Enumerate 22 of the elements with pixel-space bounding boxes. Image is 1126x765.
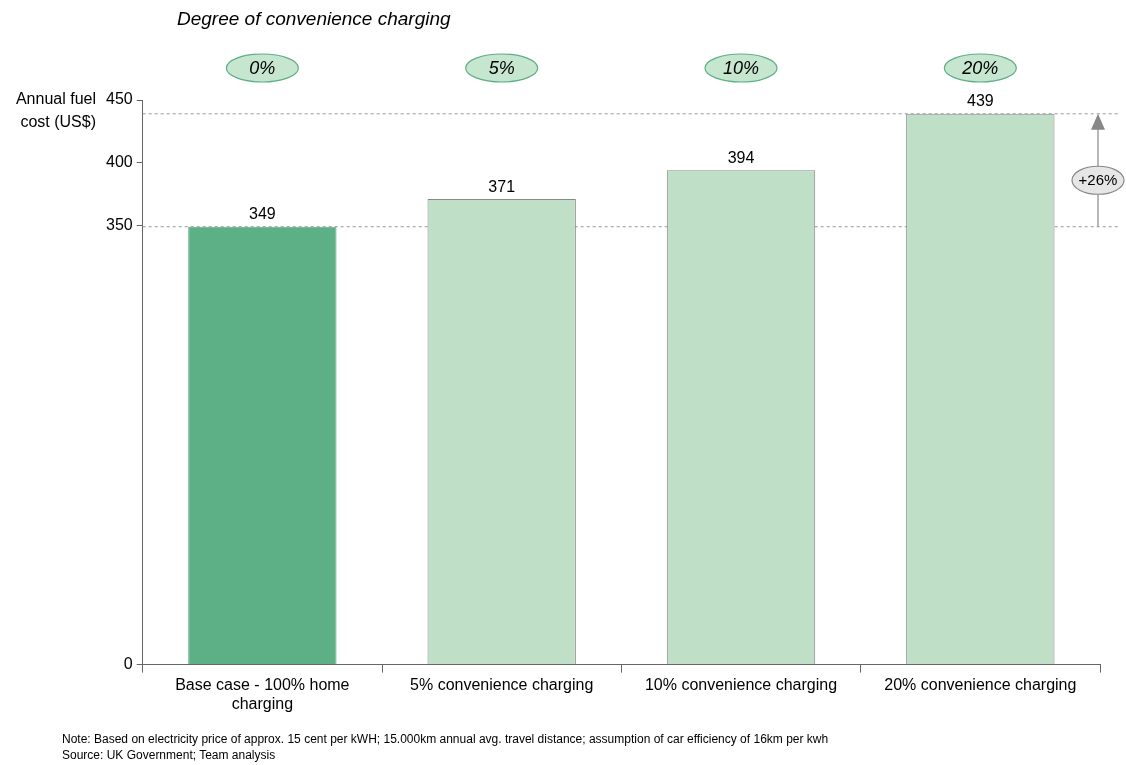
y-tick-label: 450 [105, 90, 133, 108]
text: 10% [723, 58, 760, 78]
x-tick-label: Base case - 100% home charging [175, 675, 350, 712]
data-label: 371 [488, 177, 516, 195]
y-tick-label: 350 [105, 215, 133, 233]
data-label: 349 [249, 205, 276, 223]
text: 20% [961, 58, 999, 78]
text: 0% [249, 58, 276, 78]
y-tick-label: 400 [105, 153, 133, 171]
x-tick-label: 10% convenience charging [644, 675, 838, 693]
y-tick-label: 0 [123, 655, 133, 673]
annotation: +26% [1078, 171, 1118, 189]
bar [188, 226, 337, 665]
data-label: 394 [727, 148, 755, 166]
y-axis-title: Annual fuel cost (US$) [15, 90, 96, 131]
x-tick-label: 20% convenience charging [884, 675, 1077, 693]
x-tick-label: 5% convenience charging [410, 675, 594, 693]
chart-title: Degree of convenience charging [177, 8, 451, 30]
text: 5% [488, 58, 515, 78]
source-note: Source: UK Government; Team analysis [62, 748, 276, 763]
data-label: 439 [966, 92, 994, 110]
text: Note: Based on electricity price of approx. 15 cent per kWH; 15.000km annual avg. travel distance; assumption of car efficiency of 16km per kwh [62, 732, 829, 747]
